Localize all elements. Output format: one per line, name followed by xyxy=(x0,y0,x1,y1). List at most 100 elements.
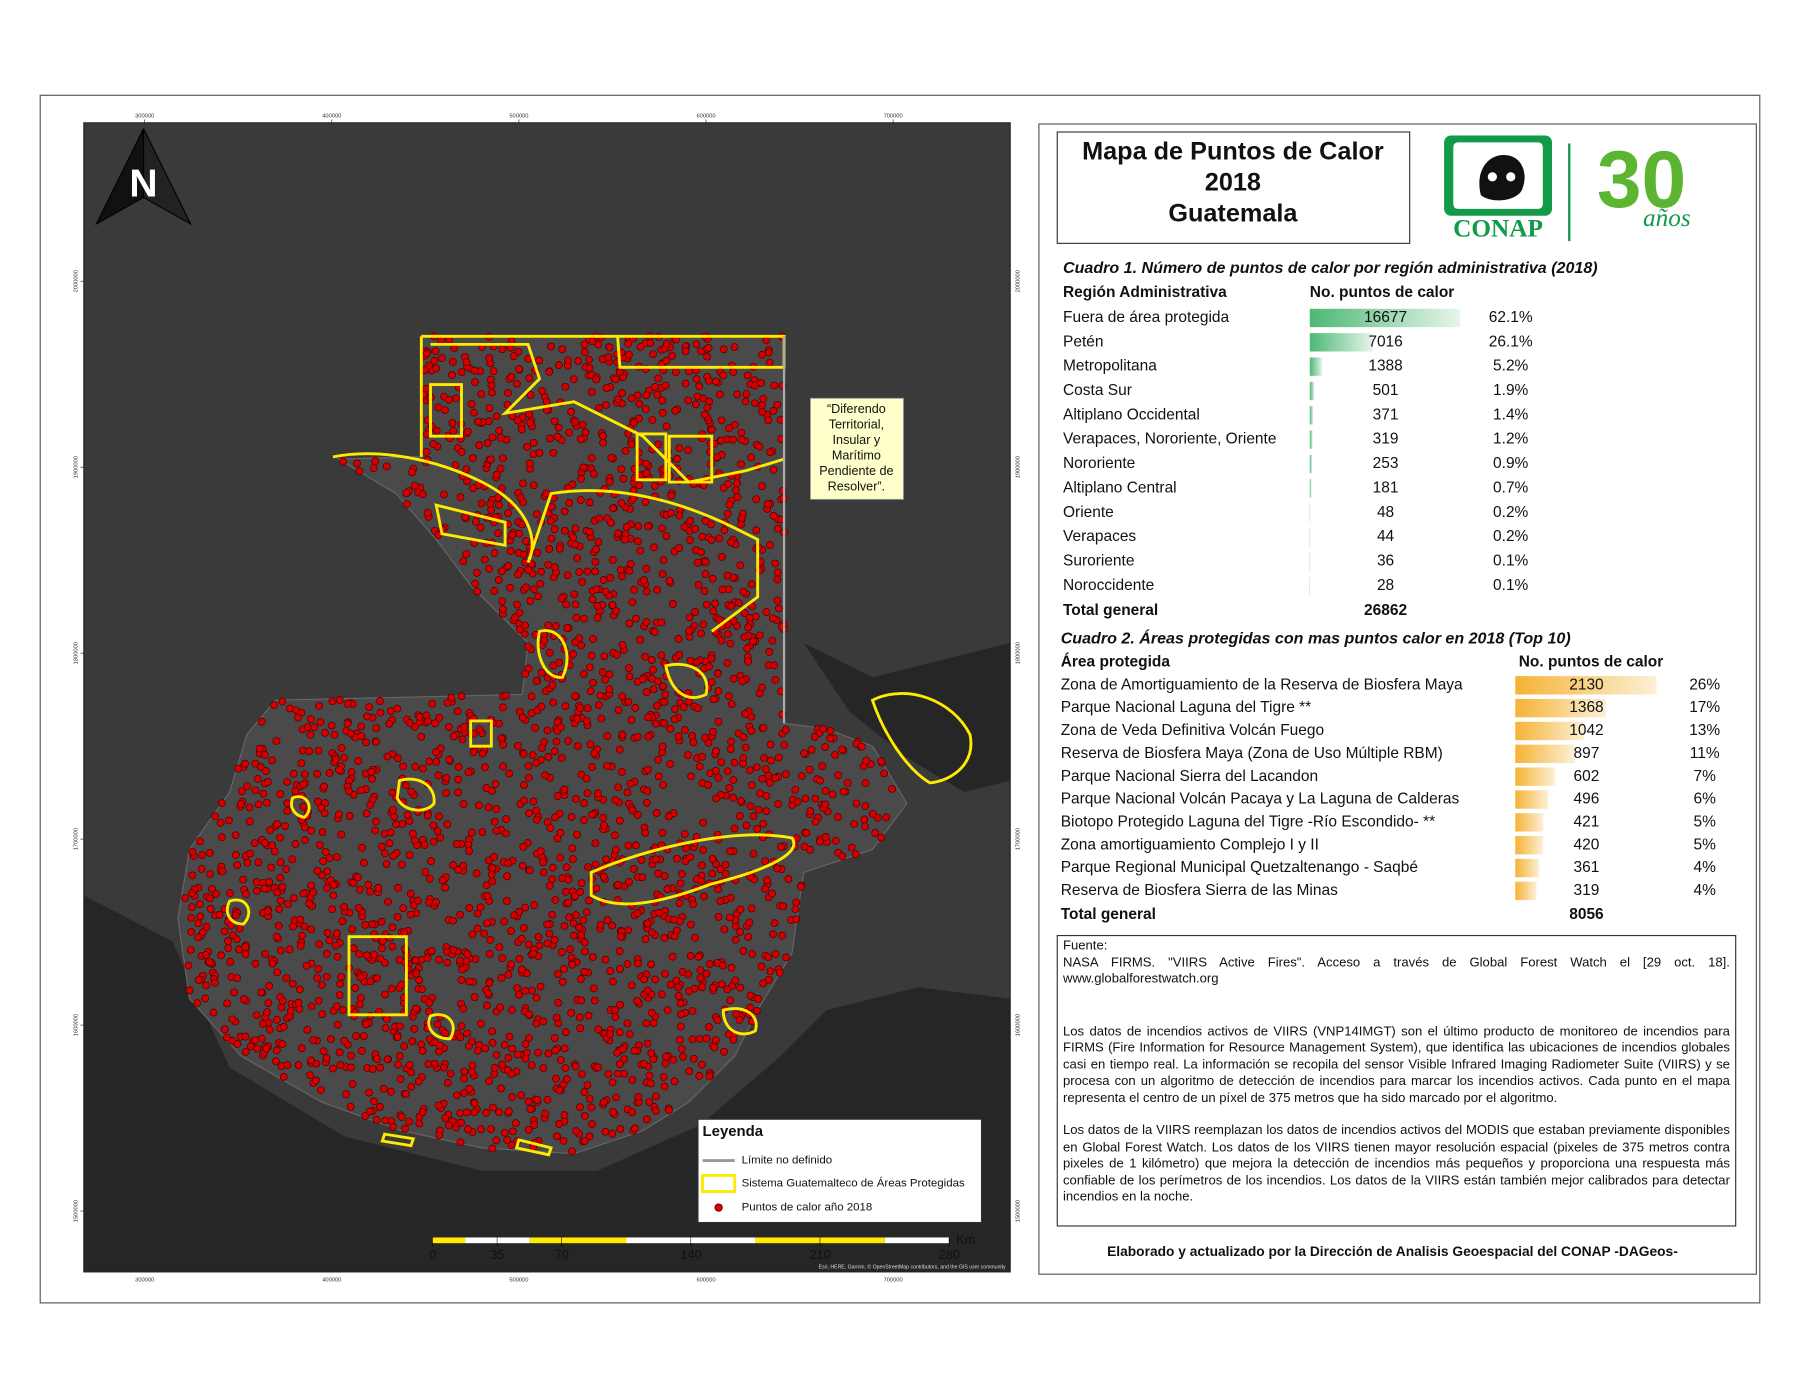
hotspot xyxy=(739,733,748,742)
hotspot xyxy=(735,812,744,820)
hotspot xyxy=(516,493,525,502)
hotspot xyxy=(546,824,555,833)
hotspot xyxy=(464,768,473,777)
hotspot xyxy=(257,1034,266,1043)
hotspot xyxy=(338,1006,347,1014)
hotspot xyxy=(613,1069,622,1078)
hotspot xyxy=(187,889,196,897)
hotspot xyxy=(407,1082,416,1091)
total-label: Total general xyxy=(1061,906,1156,923)
hotspot xyxy=(584,1011,593,1020)
hotspot xyxy=(752,1006,761,1015)
hotspot xyxy=(726,847,734,856)
hotspot xyxy=(530,585,538,594)
hotspot xyxy=(345,812,354,820)
hotspot xyxy=(746,991,755,1000)
title-line: 2018 xyxy=(1205,168,1261,196)
hotspot xyxy=(429,821,438,830)
hotspot xyxy=(661,690,670,699)
table-header: No. puntos de calor xyxy=(1310,284,1455,301)
hotspot xyxy=(556,828,565,837)
hotspot xyxy=(268,756,276,765)
hotspot xyxy=(241,1032,250,1041)
hotspot xyxy=(453,1091,461,1100)
hotspot xyxy=(282,865,291,874)
hotspot xyxy=(323,867,332,876)
hotspot xyxy=(576,496,585,504)
hotspot xyxy=(779,902,788,911)
row-value: 48 xyxy=(1377,504,1394,521)
hotspot xyxy=(315,841,324,849)
hotspot xyxy=(701,733,710,742)
hotspot xyxy=(448,357,457,366)
hotspot xyxy=(765,647,774,656)
hotspot xyxy=(278,882,287,891)
hotspot xyxy=(552,1013,561,1022)
hotspot xyxy=(257,988,266,997)
hotspot xyxy=(459,557,468,566)
hotspot xyxy=(310,723,319,731)
hotspot xyxy=(197,865,206,873)
hotspot xyxy=(563,571,572,580)
hotspot xyxy=(576,888,585,896)
hotspot xyxy=(623,788,632,797)
hotspot xyxy=(407,787,416,796)
hotspot xyxy=(625,672,634,681)
hotspot xyxy=(283,807,292,815)
row-percent: 5% xyxy=(1693,836,1716,853)
hotspot xyxy=(465,977,474,986)
hotspot xyxy=(276,873,285,882)
hotspot xyxy=(329,881,338,889)
hotspot xyxy=(624,697,633,706)
hotspot xyxy=(454,763,463,771)
hotspot xyxy=(662,532,671,540)
hotspot xyxy=(452,840,461,848)
hotspot xyxy=(486,455,495,464)
hotspot xyxy=(642,564,651,573)
hotspot xyxy=(486,936,495,944)
hotspot xyxy=(354,903,363,912)
y-coordinate: 1800000 xyxy=(73,642,79,664)
hotspot xyxy=(544,1049,553,1058)
hotspot xyxy=(579,916,588,925)
hotspot xyxy=(608,1129,617,1138)
hotspot xyxy=(245,817,254,826)
hotspot xyxy=(365,1107,374,1116)
hotspot xyxy=(574,357,583,365)
hotspot xyxy=(585,1132,594,1141)
hotspot xyxy=(594,701,603,710)
hotspot xyxy=(614,529,622,538)
hotspot xyxy=(618,1045,627,1054)
hotspot xyxy=(351,983,359,992)
protected-area-outline xyxy=(589,833,796,906)
hotspot xyxy=(741,743,750,752)
hotspot xyxy=(544,621,553,630)
hotspot xyxy=(518,965,526,974)
row-name: Fuera de área protegida xyxy=(1063,309,1230,326)
hotspot xyxy=(694,580,703,589)
hotspot xyxy=(551,895,560,904)
hotspot xyxy=(657,618,666,627)
hotspot xyxy=(560,785,569,794)
hotspot xyxy=(745,766,754,775)
hotspot xyxy=(585,527,594,536)
hotspot xyxy=(695,1034,704,1043)
hotspot xyxy=(281,822,289,831)
hotspot xyxy=(702,1034,711,1043)
hotspot xyxy=(577,931,586,940)
hotspot xyxy=(400,1042,409,1050)
hotspot xyxy=(402,1089,410,1098)
hotspot xyxy=(265,1025,274,1034)
hotspot xyxy=(625,878,633,886)
hotspot xyxy=(643,986,652,995)
hotspot xyxy=(349,879,358,887)
hotspot xyxy=(759,394,768,403)
hotspot xyxy=(580,967,589,976)
hotspot xyxy=(640,975,649,984)
hotspot xyxy=(688,1007,697,1015)
hotspot xyxy=(468,828,476,837)
hotspot xyxy=(648,416,657,424)
hotspot xyxy=(508,1044,516,1053)
hotspot xyxy=(490,817,499,826)
hotspot xyxy=(259,789,268,798)
